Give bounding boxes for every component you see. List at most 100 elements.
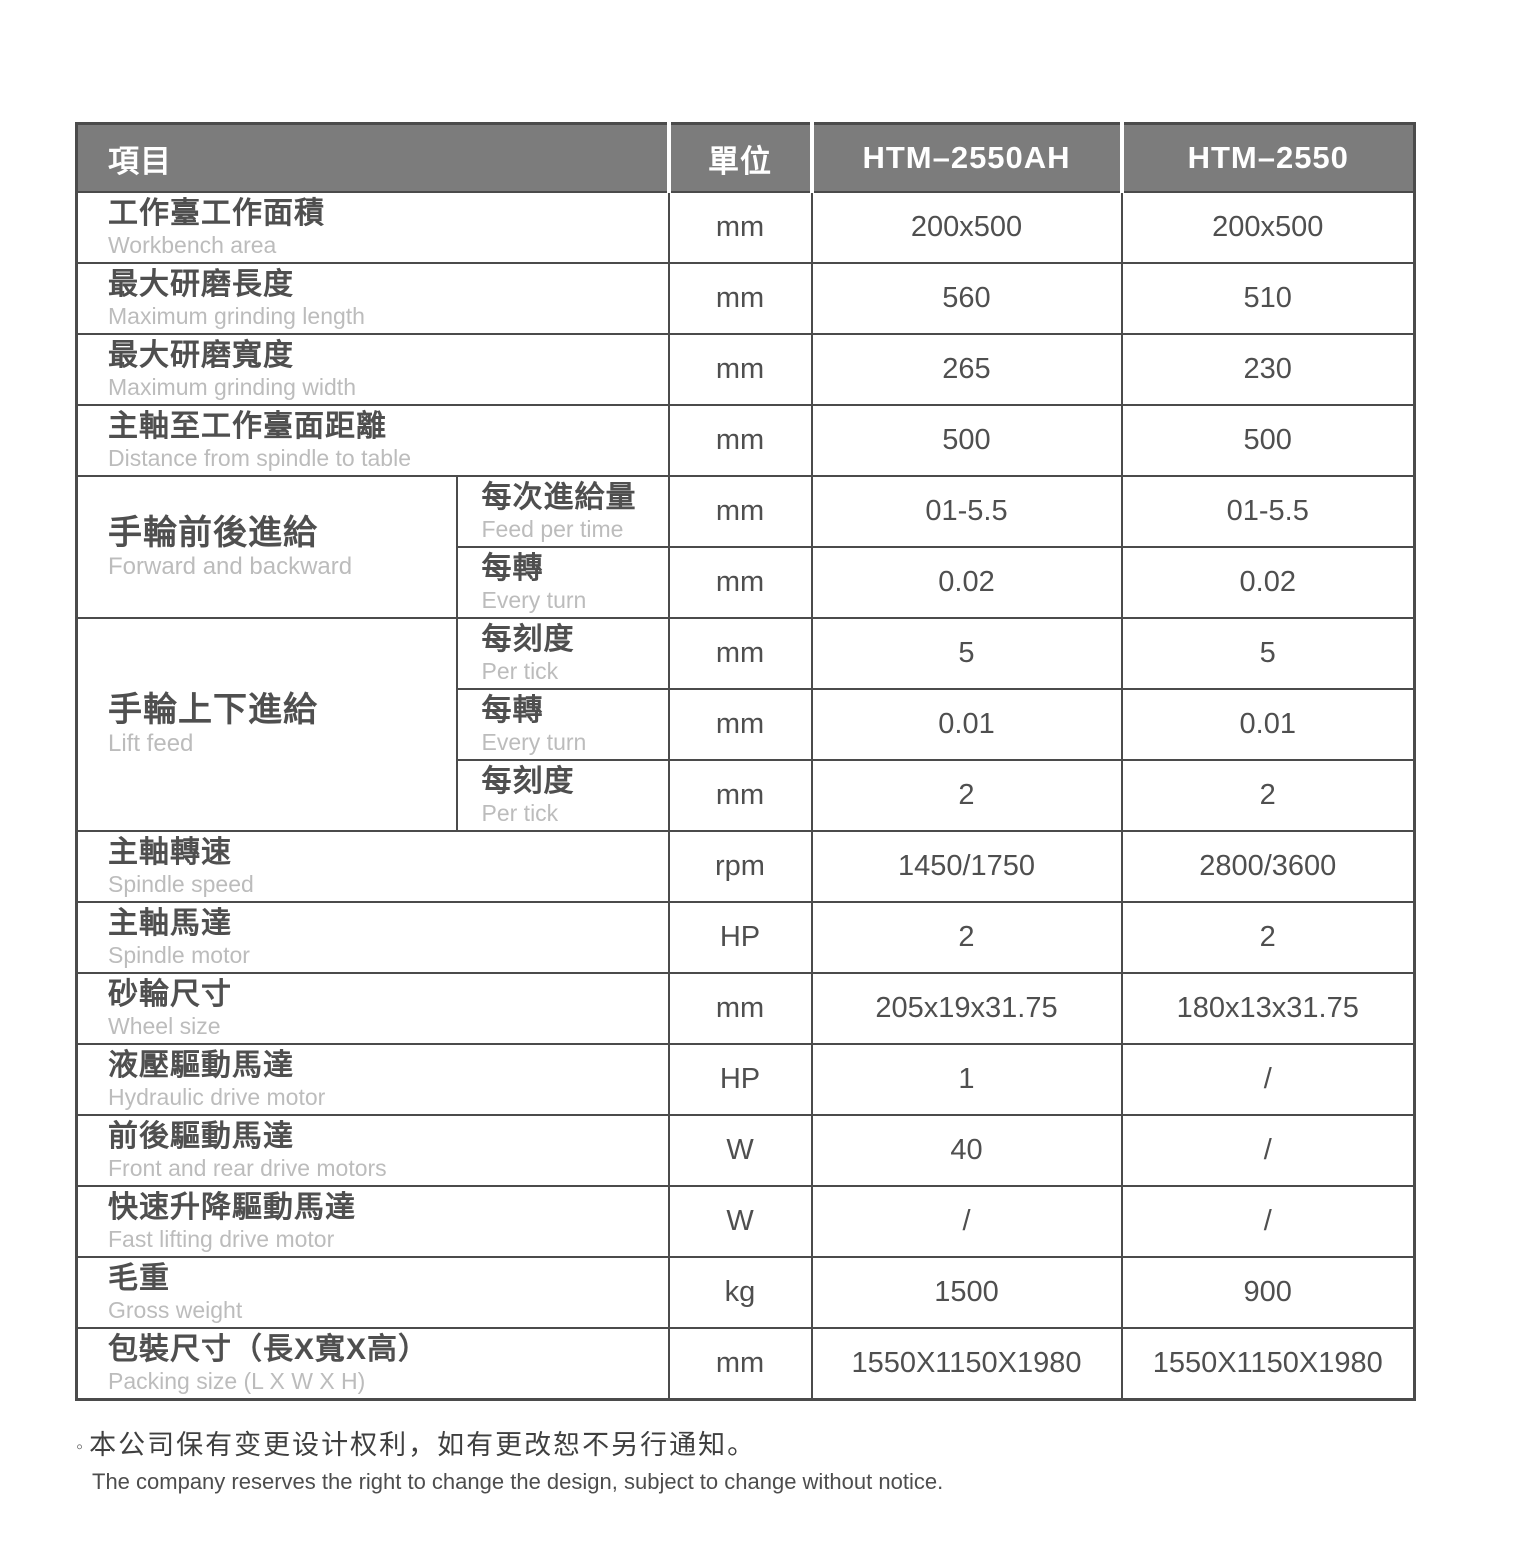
group-label-lift-feed: 手輪上下進給 Lift feed — [75, 617, 458, 832]
value-cell-htm2550: 900 — [1120, 1256, 1416, 1329]
value-cell-htm2550ah: 265 — [810, 333, 1123, 406]
value-cell-htm2550: 180x13x31.75 — [1120, 972, 1416, 1045]
table-row: 主軸轉速 Spindle speed rpm 1450/1750 2800/36… — [75, 830, 1416, 903]
unit-cell: W — [667, 1185, 813, 1258]
table-row: 每轉 Every turn mm 0.02 0.02 — [77, 546, 1416, 619]
sub-row-label-en: Feed per time — [481, 515, 624, 542]
row-label-zh: 最大研磨長度 — [108, 268, 294, 302]
group-label-zh: 手輪前後進給 — [108, 513, 318, 552]
value-cell-htm2550: 2800/3600 — [1120, 830, 1416, 903]
row-label-zh: 主軸馬達 — [108, 907, 232, 941]
unit-cell: mm — [667, 191, 813, 264]
unit-cell: HP — [667, 901, 813, 974]
table-row: 液壓驅動馬達 Hydraulic drive motor HP 1 / — [75, 1043, 1416, 1116]
row-label: 前後驅動馬達 Front and rear drive motors — [75, 1114, 670, 1187]
row-label-en: Spindle speed — [108, 870, 254, 897]
value-cell-htm2550: / — [1120, 1043, 1416, 1116]
row-label-zh: 砂輪尺寸 — [108, 978, 232, 1012]
unit-cell: mm — [667, 1327, 813, 1401]
value-cell-htm2550: / — [1120, 1185, 1416, 1258]
row-label-zh: 快速升降驅動馬達 — [108, 1191, 356, 1225]
value-cell-htm2550ah: 2 — [810, 901, 1123, 974]
unit-cell: mm — [667, 262, 813, 335]
row-label: 工作臺工作面積 Workbench area — [75, 191, 670, 264]
footnote: ◦ 本公司保有变更设计权利，如有更改恕不另行通知。 The company re… — [76, 1428, 1376, 1495]
row-label-en: Wheel size — [108, 1012, 221, 1039]
sub-row-label-zh: 每轉 — [481, 694, 544, 728]
row-label: 砂輪尺寸 Wheel size — [75, 972, 670, 1045]
unit-cell: mm — [667, 475, 813, 548]
row-label-zh: 工作臺工作面積 — [108, 197, 325, 231]
row-label-zh: 主軸至工作臺面距離 — [108, 410, 387, 444]
row-label: 最大研磨長度 Maximum grinding length — [75, 262, 670, 335]
row-label: 主軸至工作臺面距離 Distance from spindle to table — [75, 404, 670, 477]
unit-cell: W — [667, 1114, 813, 1187]
sub-row-label-en: Every turn — [481, 586, 587, 613]
value-cell-htm2550ah: / — [810, 1185, 1123, 1258]
unit-cell: mm — [667, 546, 813, 619]
value-cell-htm2550ah: 01-5.5 — [810, 475, 1123, 548]
sub-row-label: 每刻度 Per tick — [455, 617, 670, 690]
group-label-forward-backward: 手輪前後進給 Forward and backward — [75, 475, 458, 619]
row-label-zh: 主軸轉速 — [108, 836, 232, 870]
header-cell-model-a: HTM–2550AH — [809, 122, 1123, 193]
value-cell-htm2550ah: 1500 — [810, 1256, 1123, 1329]
value-cell-htm2550: 01-5.5 — [1120, 475, 1416, 548]
row-label-zh: 包裝尺寸（長X寬X高） — [108, 1333, 430, 1367]
table-row: 最大研磨寬度 Maximum grinding width mm 265 230 — [75, 333, 1416, 406]
value-cell-htm2550ah: 5 — [810, 617, 1123, 690]
table-row: 毛重 Gross weight kg 1500 900 — [75, 1256, 1416, 1329]
row-label-zh: 液壓驅動馬達 — [108, 1049, 294, 1083]
value-cell-htm2550ah: 1450/1750 — [810, 830, 1123, 903]
footnote-text-zh: 本公司保有变更设计权利，如有更改恕不另行通知。 — [89, 1430, 757, 1460]
row-label: 包裝尺寸（長X寬X高） Packing size (L X W X H) — [75, 1327, 670, 1401]
table-row: 每轉 Every turn mm 0.01 0.01 — [77, 688, 1416, 761]
table-row: 砂輪尺寸 Wheel size mm 205x19x31.75 180x13x3… — [75, 972, 1416, 1045]
sub-row-label-zh: 每刻度 — [481, 623, 575, 657]
value-cell-htm2550ah: 200x500 — [810, 191, 1123, 264]
row-label: 液壓驅動馬達 Hydraulic drive motor — [75, 1043, 670, 1116]
row-label-en: Spindle motor — [108, 941, 250, 968]
unit-cell: rpm — [667, 830, 813, 903]
row-label: 主軸轉速 Spindle speed — [75, 830, 670, 903]
row-label-en: Workbench area — [108, 231, 277, 258]
table-row: 主軸至工作臺面距離 Distance from spindle to table… — [75, 404, 1416, 477]
value-cell-htm2550ah: 1 — [810, 1043, 1123, 1116]
header-cell-item: 項目 — [75, 122, 670, 193]
table-row: 每刻度 Per tick mm 2 2 — [77, 759, 1416, 832]
value-cell-htm2550ah: 0.02 — [810, 546, 1123, 619]
unit-cell: HP — [667, 1043, 813, 1116]
sub-row-label: 每轉 Every turn — [455, 688, 670, 761]
table-row: 最大研磨長度 Maximum grinding length mm 560 51… — [75, 262, 1416, 335]
table-row: 快速升降驅動馬達 Fast lifting drive motor W / / — [75, 1185, 1416, 1258]
row-label-en: Distance from spindle to table — [108, 444, 411, 471]
sub-row-label: 每刻度 Per tick — [455, 759, 670, 832]
value-cell-htm2550ah: 2 — [810, 759, 1123, 832]
table-row: 前後驅動馬達 Front and rear drive motors W 40 … — [75, 1114, 1416, 1187]
row-label: 毛重 Gross weight — [75, 1256, 670, 1329]
unit-cell: mm — [667, 688, 813, 761]
table-row: 主軸馬達 Spindle motor HP 2 2 — [75, 901, 1416, 974]
row-label: 最大研磨寬度 Maximum grinding width — [75, 333, 670, 406]
footnote-line-zh: ◦ 本公司保有变更设计权利，如有更改恕不另行通知。 — [76, 1428, 1376, 1463]
table-row: 工作臺工作面積 Workbench area mm 200x500 200x50… — [75, 191, 1416, 264]
group-label-zh: 手輪上下進給 — [108, 691, 318, 730]
header-cell-model-b: HTM–2550 — [1119, 122, 1416, 193]
row-label: 主軸馬達 Spindle motor — [75, 901, 670, 974]
value-cell-htm2550ah: 500 — [810, 404, 1123, 477]
unit-cell: mm — [667, 404, 813, 477]
sub-row-label-en: Per tick — [481, 657, 559, 684]
row-label-en: Maximum grinding width — [108, 373, 356, 400]
sub-row-label: 每轉 Every turn — [455, 546, 670, 619]
group-label-en: Lift feed — [108, 730, 194, 758]
sub-row-label: 每次進給量 Feed per time — [455, 475, 670, 548]
spec-table: 項目 單位 HTM–2550AH HTM–2550 工作臺工作面積 Workbe… — [75, 122, 1416, 1401]
sub-row-label-zh: 每次進給量 — [481, 481, 637, 515]
unit-cell: kg — [667, 1256, 813, 1329]
sub-row-label-en: Per tick — [481, 799, 559, 826]
header-row: 項目 單位 HTM–2550AH HTM–2550 — [75, 122, 1416, 193]
unit-cell: mm — [667, 333, 813, 406]
row-label-en: Front and rear drive motors — [108, 1154, 387, 1181]
value-cell-htm2550ah: 205x19x31.75 — [810, 972, 1123, 1045]
